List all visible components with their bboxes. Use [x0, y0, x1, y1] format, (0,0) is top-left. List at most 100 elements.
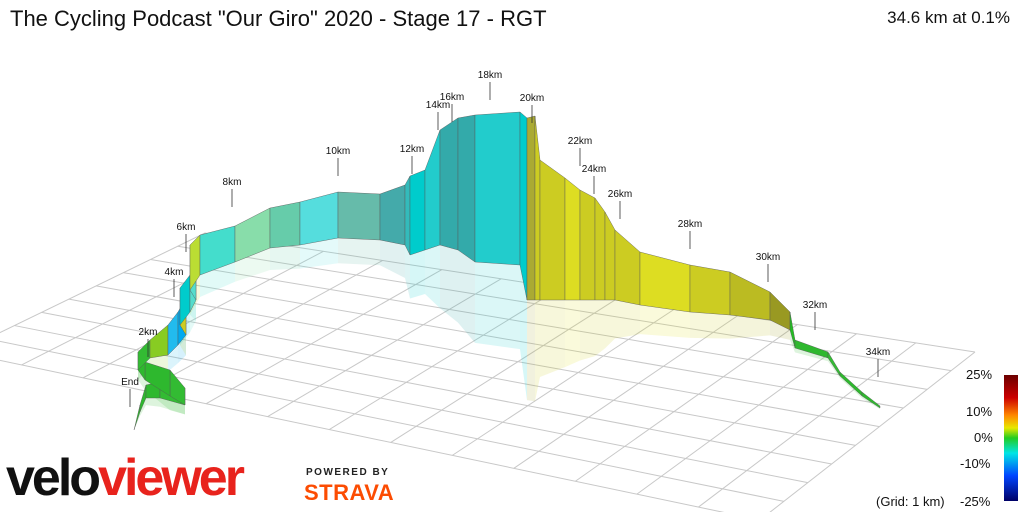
profile-wall	[133, 111, 881, 431]
km-label: 16km	[440, 92, 464, 103]
reflection-segment	[338, 238, 380, 266]
profile-segment	[614, 229, 641, 306]
km-label: 28km	[678, 219, 702, 230]
reflection-segment	[527, 300, 535, 402]
reflection-segment	[146, 398, 160, 407]
grid-line	[82, 250, 324, 379]
reflection-segment	[410, 250, 425, 299]
km-label: 14km	[426, 100, 450, 111]
reflection-segment	[520, 265, 527, 401]
reflection-segment	[270, 245, 300, 270]
legend-label-25: 25%	[966, 367, 993, 382]
reflection-segment	[640, 305, 690, 338]
profile-segment	[689, 264, 731, 316]
reflection-segment	[790, 330, 795, 353]
legend-label-0: 0%	[974, 430, 993, 445]
reflection-segment	[160, 398, 185, 415]
profile-segment	[269, 201, 301, 249]
grid-line	[96, 285, 880, 428]
profile-segment	[534, 115, 541, 301]
profile-segment	[564, 177, 581, 301]
profile-segment	[594, 197, 606, 301]
reflection-segment	[605, 300, 615, 349]
profile-segment	[579, 189, 596, 301]
grid-line	[205, 269, 443, 405]
reflection-segment	[140, 398, 146, 416]
grid-line	[68, 298, 856, 446]
km-label: 10km	[326, 146, 350, 157]
grid-line	[513, 314, 739, 469]
reflection-segment	[475, 262, 520, 350]
grid-line	[769, 351, 976, 512]
km-label: 24km	[582, 164, 606, 175]
reflection-segment	[168, 345, 178, 372]
grid-line	[452, 305, 680, 456]
grid-line	[0, 232, 206, 334]
km-label: 18km	[478, 70, 502, 81]
reflection-segment	[235, 248, 270, 282]
reflection-segment	[200, 262, 235, 297]
km-label: 2km	[139, 327, 158, 338]
km-label: 22km	[568, 136, 592, 147]
profile-segment	[604, 211, 616, 301]
page-title: The Cycling Podcast "Our Giro" 2020 - St…	[10, 6, 547, 31]
grid-line	[0, 359, 725, 512]
profile-segment	[474, 111, 521, 266]
profile-segment	[639, 251, 691, 313]
reflection-segment	[828, 358, 840, 379]
km-label: 6km	[177, 222, 196, 233]
reflection-segment	[565, 300, 580, 368]
profile-segment	[827, 351, 841, 377]
profile-segment	[424, 129, 441, 251]
reflection-segment	[795, 348, 828, 362]
reflection-segment	[615, 300, 640, 339]
reflection-segment	[178, 335, 186, 364]
profile-segment	[457, 114, 476, 263]
grid-line	[150, 258, 928, 390]
reflection-segment	[380, 240, 405, 278]
km-label: 4km	[165, 267, 184, 278]
grid-note: (Grid: 1 km)	[876, 494, 945, 509]
grid-line	[144, 260, 383, 392]
profile-segment	[729, 271, 771, 321]
reflection-segment	[730, 315, 770, 339]
km-label: 30km	[756, 252, 780, 263]
reflection-segment	[405, 245, 410, 299]
distance-summary: 34.6 km at 0.1%	[887, 8, 1010, 27]
reflection-segment	[580, 300, 595, 361]
powered-by-label: POWERED BY	[306, 467, 390, 478]
legend-label-neg10: -10%	[960, 456, 991, 471]
profile-segment	[439, 117, 459, 251]
profile-segment	[526, 115, 536, 301]
legend-label-10: 10%	[966, 404, 993, 419]
reflection-segment	[770, 320, 790, 340]
profile-segment	[379, 184, 406, 246]
km-label: 34km	[866, 347, 890, 358]
strava-logo: STRAVA	[304, 480, 395, 505]
km-label: 26km	[608, 189, 632, 200]
reflection-segment	[690, 312, 730, 339]
profile-segment	[539, 159, 566, 301]
reflection-segment	[535, 300, 540, 402]
profile-segment	[404, 175, 411, 256]
reflection-segment	[458, 250, 475, 343]
grid-line	[636, 333, 857, 495]
reflection-segment	[540, 300, 565, 377]
grid-line	[575, 324, 798, 482]
km-label: 12km	[400, 144, 424, 155]
profile-segment	[861, 391, 881, 409]
grid-line	[123, 272, 904, 409]
legend-label-neg25: -25%	[960, 494, 991, 509]
km-label: End	[121, 377, 139, 388]
grid-line	[328, 287, 561, 430]
floor-grid	[0, 232, 976, 512]
km-label: 32km	[803, 300, 827, 311]
veloviewer-logo: veloviewer	[6, 449, 245, 507]
reflection-segment	[138, 370, 145, 390]
reflection-segment	[862, 396, 880, 410]
reflection-segment	[425, 245, 440, 309]
profile-segment	[409, 169, 426, 256]
grid-line	[390, 296, 620, 443]
